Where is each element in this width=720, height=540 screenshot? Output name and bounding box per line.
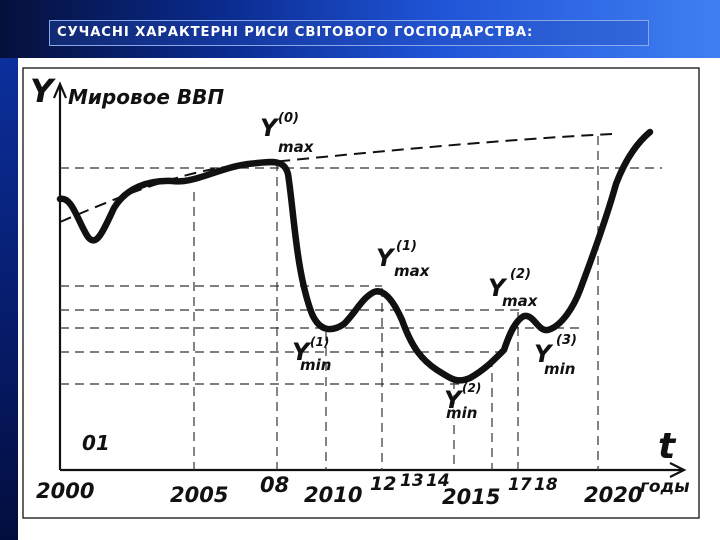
trough-1-sup: (1) (310, 335, 329, 349)
vertical-guides (193, 136, 599, 470)
diagram-frame (22, 67, 700, 519)
gdp-cycle-diagram: Y Мировое ВВП Y max (0) Y max (1) Y max … (22, 67, 700, 519)
trough-2-sup: (2) (462, 381, 481, 395)
trough-1-sub: min (300, 356, 331, 374)
trough-2-base: Y (444, 386, 464, 414)
x-axis-unit: годы (640, 477, 690, 497)
trough-label-2: Y min (2) (444, 381, 481, 422)
tick-2000: 2000 (36, 479, 94, 503)
left-accent-bar (0, 58, 18, 540)
tick-2010: 2010 (304, 483, 362, 507)
y-axis-letter: Y (30, 72, 56, 110)
x-tick-labels: 2000 2005 08 2010 12 13 14 2015 17 18 20… (36, 471, 690, 509)
trough-3-sup: (3) (556, 333, 577, 348)
tick-2005: 2005 (170, 483, 228, 507)
peak-label-1: Y max (1) (376, 239, 431, 280)
trough-1-base: Y (292, 338, 312, 366)
peak-1-sup: (1) (396, 239, 417, 254)
trough-label-3: Y min (3) (534, 333, 577, 378)
axes (52, 81, 687, 478)
gdp-curve (56, 128, 654, 384)
peak-0-sup: (0) (278, 111, 299, 126)
x-axis-letter: t (658, 426, 677, 467)
trend-line (59, 133, 613, 223)
peak-1-sub: max (394, 262, 431, 280)
y-axis-arrow (52, 81, 68, 99)
peak-0-base: Y (260, 114, 280, 142)
tick-14: 14 (426, 471, 450, 491)
x-axis-arrow (669, 462, 687, 478)
peak-0-sub: max (278, 138, 315, 156)
peak-2-sup: (2) (510, 267, 531, 282)
tick-12: 12 (370, 473, 396, 495)
y-axis-label: Мировое ВВП (68, 85, 224, 109)
header-bar (0, 0, 720, 58)
slide-title: СУЧАСНІ ХАРАКТЕРНІ РИСИ СВІТОВОГО ГОСПОД… (49, 20, 649, 46)
tick-2015: 2015 (442, 485, 500, 509)
tick-17: 17 (508, 475, 532, 495)
peak-label-2: Y max (2) (488, 267, 539, 310)
peak-2-base: Y (488, 274, 508, 302)
horizontal-guides (60, 167, 662, 385)
tick-2020: 2020 (584, 483, 642, 507)
tick-18: 18 (534, 475, 558, 495)
corner-note: 01 (82, 431, 110, 455)
peak-2-sub: max (502, 292, 539, 310)
peak-1-base: Y (376, 244, 396, 272)
trough-3-base: Y (534, 340, 554, 368)
trough-2-sub: min (446, 404, 477, 422)
trough-3-sub: min (544, 360, 575, 378)
peak-label-0: Y max (0) (260, 111, 315, 156)
tick-08: 08 (260, 473, 289, 497)
tick-13: 13 (400, 471, 424, 491)
trough-label-1: Y min (1) (292, 335, 331, 374)
